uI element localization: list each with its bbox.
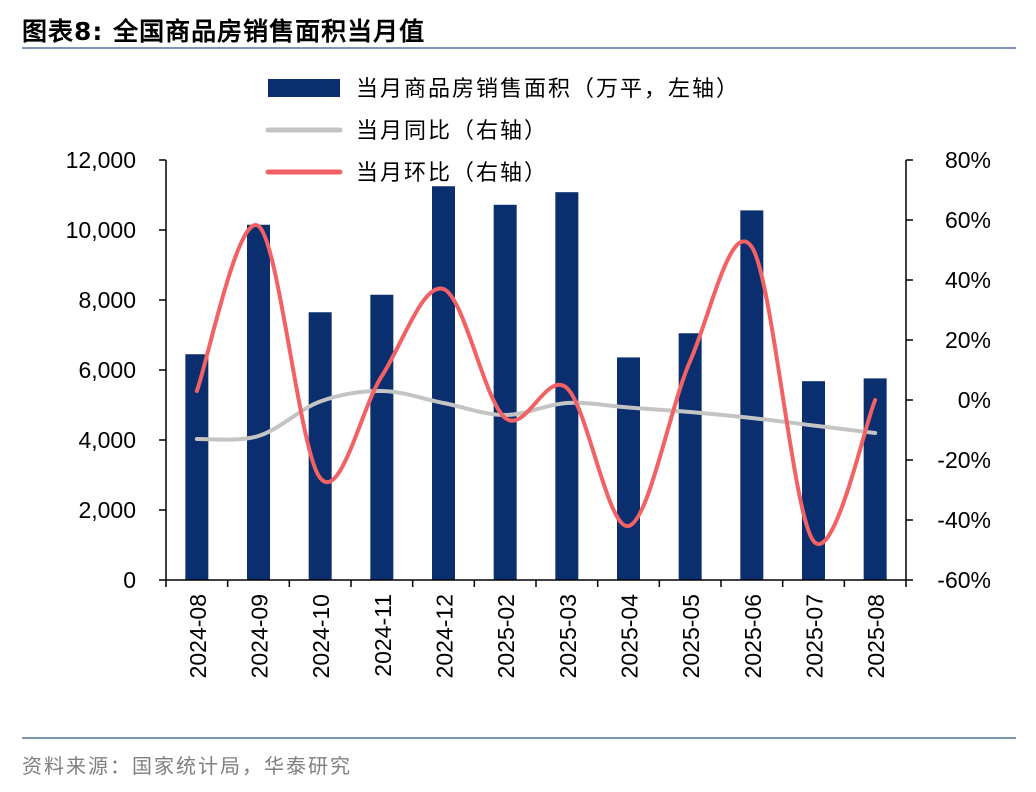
bar — [740, 210, 764, 580]
combo-chart: 当月商品房销售面积（万平，左轴） 当月同比（右轴） 当月环比（右轴） 0 2,000 4… — [66, 76, 991, 678]
legend-label-yoy: 当月同比（右轴） — [356, 118, 548, 143]
y-right-tick-label: 80% — [945, 147, 991, 173]
source-note: 资料来源：国家统计局，华泰研究 — [22, 754, 352, 778]
y-right-tick-label: 60% — [945, 207, 991, 233]
axes: 0 2,000 4,000 6,000 8,000 10,000 12,000 -60% -40… — [66, 147, 991, 678]
legend-label-mom: 当月环比（右轴） — [356, 160, 548, 185]
chart-area: 当月商品房销售面积（万平，左轴） 当月同比（右轴） 当月环比（右轴） 0 2,000 4… — [0, 52, 1036, 732]
x-tick-label: 2025-03 — [555, 594, 581, 678]
x-tick-label: 2025-08 — [863, 594, 889, 678]
mom-line — [194, 223, 878, 546]
bar — [370, 294, 394, 580]
bar-series — [185, 186, 887, 581]
y-right-tick-label: -40% — [937, 507, 991, 533]
y-right-tick-label: 20% — [945, 327, 991, 353]
legend-swatch-bar — [268, 79, 340, 97]
y-left-tick-label: 12,000 — [66, 147, 136, 173]
y-left-tick-label: 0 — [123, 567, 136, 593]
bar — [617, 357, 640, 580]
bar — [493, 204, 517, 581]
x-tick-label: 2024-08 — [185, 594, 211, 678]
bar — [185, 354, 209, 580]
y-left-tick-label: 2,000 — [78, 497, 136, 523]
x-tick-label: 2024-12 — [432, 594, 458, 678]
legend-label-bar: 当月商品房销售面积（万平，左轴） — [356, 76, 740, 101]
title-divider — [22, 47, 1016, 49]
bar — [308, 312, 332, 580]
y-left-tick-label: 8,000 — [78, 287, 136, 313]
y-right-tick-label: 40% — [945, 267, 991, 293]
x-tick-label: 2024-11 — [370, 594, 396, 677]
bar — [802, 381, 825, 580]
y-left-tick-label: 4,000 — [78, 427, 136, 453]
footer-divider — [22, 737, 1016, 739]
bar — [678, 333, 702, 580]
y-right-tick-label: -60% — [937, 567, 991, 593]
page-title: 图表8: 全国商品房销售面积当月值 — [22, 17, 426, 46]
x-tick-label: 2025-06 — [740, 594, 766, 678]
y-right-tick-label: -20% — [937, 447, 991, 473]
bar — [247, 224, 270, 580]
line-series — [194, 223, 878, 546]
legend: 当月商品房销售面积（万平，左轴） 当月同比（右轴） 当月环比（右轴） — [265, 76, 740, 185]
y-left-tick-label: 6,000 — [78, 357, 136, 383]
x-tick-label: 2025-04 — [617, 594, 643, 679]
yoy-line — [194, 388, 878, 442]
x-tick-label: 2025-05 — [678, 594, 704, 678]
bar — [863, 378, 887, 580]
y-left-tick-label: 10,000 — [66, 217, 136, 243]
bar — [432, 186, 455, 580]
header: 图表8: 全国商品房销售面积当月值 — [0, 0, 1036, 50]
y-right-tick-label: 0% — [958, 387, 991, 413]
x-tick-label: 2025-07 — [802, 594, 828, 678]
x-tick-label: 2024-10 — [308, 594, 334, 678]
x-tick-label: 2024-09 — [247, 594, 273, 678]
x-tick-label: 2025-02 — [493, 594, 519, 678]
